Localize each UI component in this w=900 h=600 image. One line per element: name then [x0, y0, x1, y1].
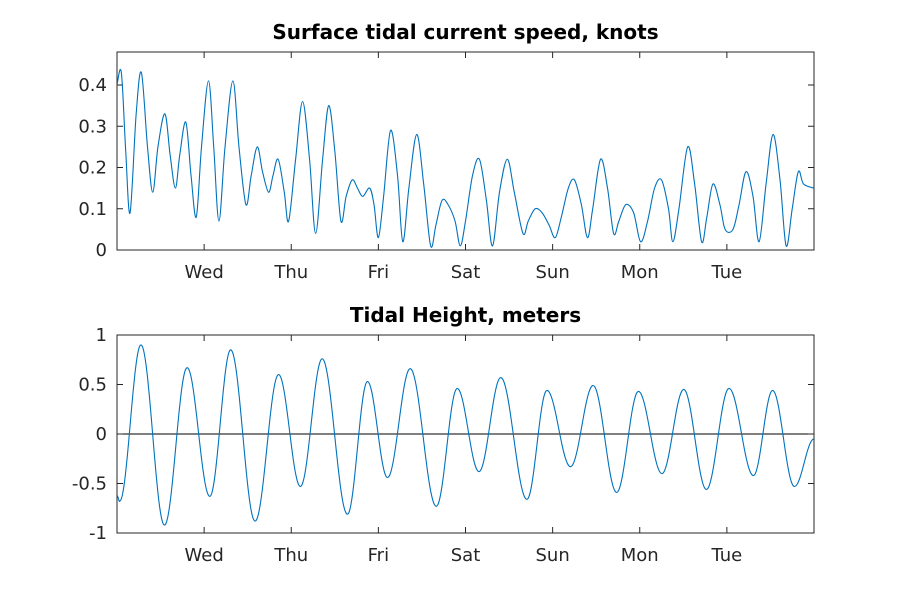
y-tick-label: -1 — [89, 523, 107, 544]
x-tick-label: Tue — [711, 545, 743, 566]
x-tick-label: Fri — [368, 545, 389, 566]
x-tick-label: Wed — [185, 545, 224, 566]
series-line — [117, 69, 814, 248]
y-tick-label: 0.3 — [78, 116, 107, 137]
y-tick-label: 0.5 — [78, 375, 107, 396]
x-tick-label: Tue — [711, 262, 743, 283]
x-tick-label: Sat — [451, 262, 481, 283]
current-speed-panel: Surface tidal current speed, knots Wed Thu… — [78, 20, 815, 283]
chart-title: Surface tidal current speed, knots — [272, 20, 658, 44]
y-tick-label: 0.2 — [78, 158, 107, 179]
y-tick-label: 0.4 — [78, 75, 107, 96]
y-tick-label: 1 — [96, 325, 107, 346]
x-tick-label: Thu — [273, 545, 308, 566]
x-tick-label: Sun — [536, 545, 570, 566]
chart-title: Tidal Height, meters — [350, 303, 581, 327]
y-tick-label: 0 — [96, 240, 107, 261]
y-tick-label: 0.1 — [78, 199, 107, 220]
y-tick-label: -0.5 — [72, 474, 107, 495]
x-tick-label: Thu — [273, 262, 308, 283]
x-tick-label: Wed — [185, 262, 224, 283]
series-line — [117, 344, 814, 526]
y-tick-label: 0 — [96, 424, 107, 445]
x-tick-label: Sat — [451, 545, 481, 566]
x-tick-label: Fri — [368, 262, 389, 283]
x-tick-label: Mon — [621, 545, 659, 566]
tidal-height-panel: Tidal Height, meters Wed Thu Fri Sat Sun Mon Tu… — [72, 303, 815, 566]
x-tick-label: Mon — [621, 262, 659, 283]
x-tick-label: Sun — [536, 262, 570, 283]
